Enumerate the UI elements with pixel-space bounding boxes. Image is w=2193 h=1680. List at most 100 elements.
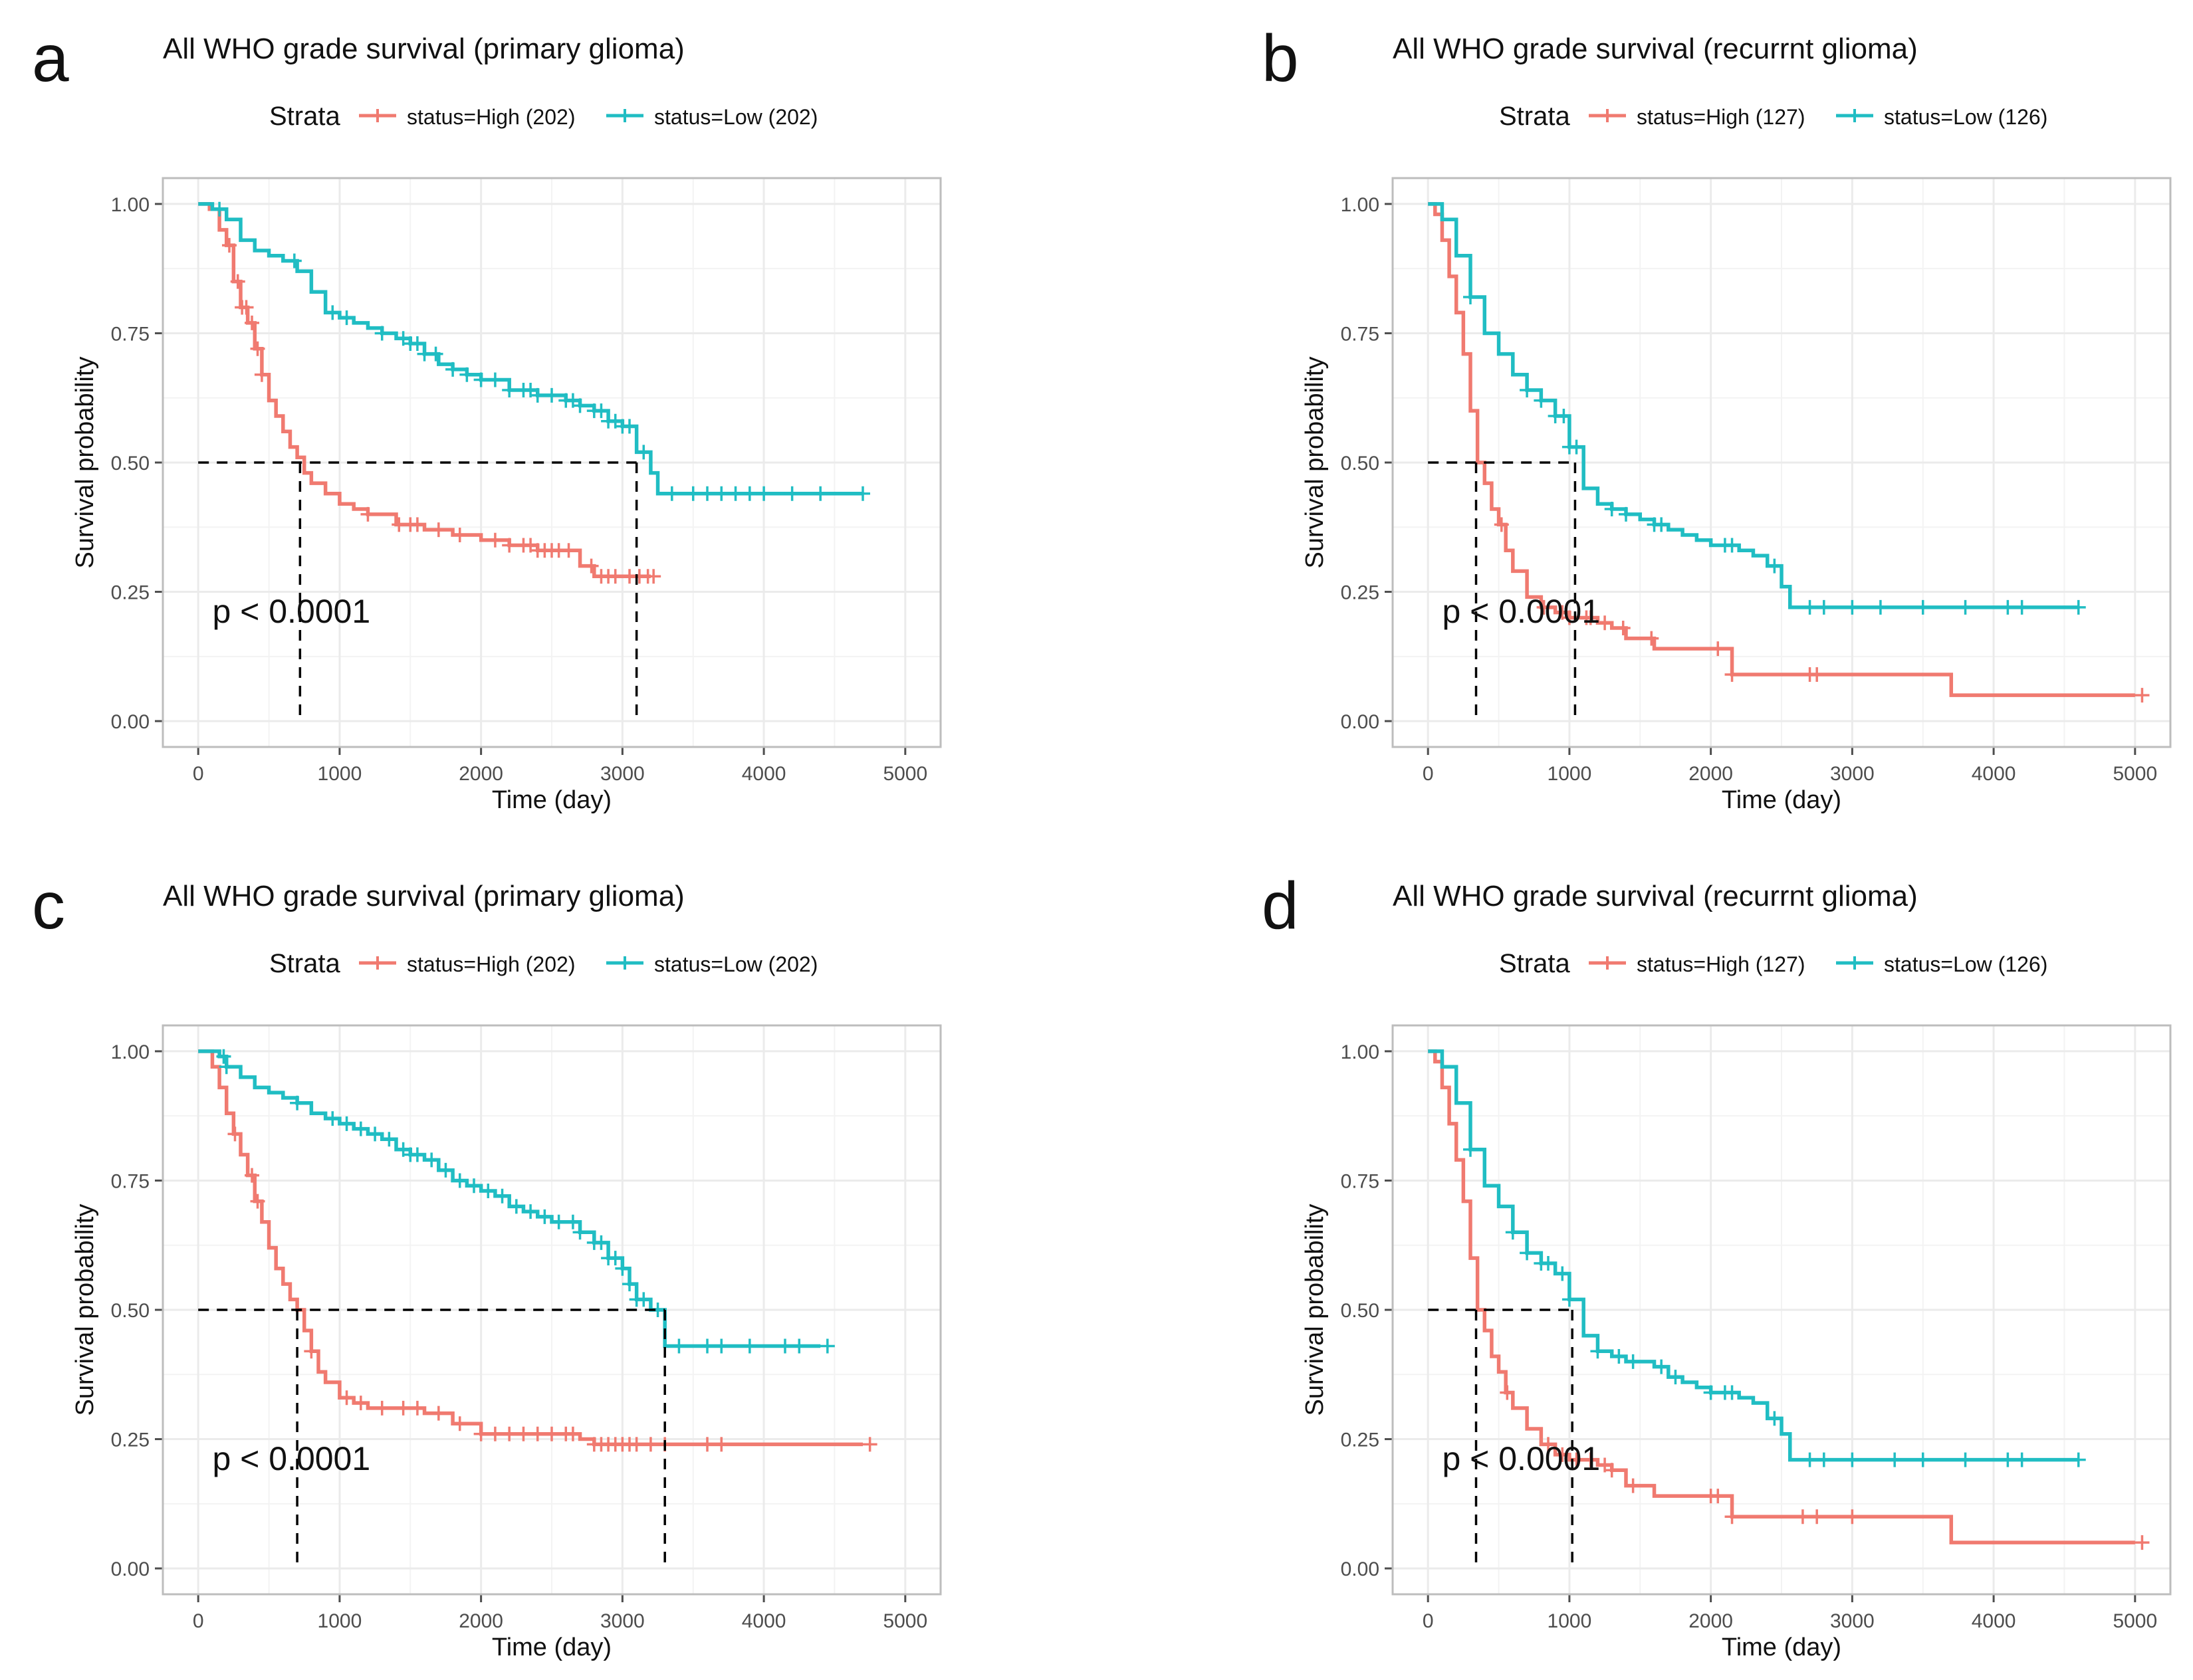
x-tick-label: 5000 <box>883 763 927 785</box>
legend-title: Strata <box>269 949 340 978</box>
x-tick-label: 0 <box>1423 763 1434 785</box>
censor-mark <box>1555 1447 1570 1462</box>
panel-letter: a <box>32 21 69 96</box>
censor-mark <box>473 1426 489 1441</box>
legend-label-high: status=High (202) <box>407 952 575 976</box>
censor-mark <box>1724 538 1740 553</box>
censor-mark <box>459 367 475 382</box>
censor-mark <box>1915 1452 1930 1467</box>
p-value: p < 0.0001 <box>212 1440 370 1477</box>
median-lines <box>1428 461 1577 722</box>
legend-label-high: status=High (127) <box>1637 105 1805 129</box>
censor-mark <box>1887 1452 1903 1467</box>
y-axis-label: Survival probability <box>1301 357 1329 569</box>
censor-mark <box>1845 599 1860 615</box>
y-tick-label: 0.00 <box>1341 1558 1379 1580</box>
x-tick-label: 3000 <box>600 1610 645 1632</box>
axes: 0 1000 2000 3000 4000 5000 0.00 0.25 0.50 0.75 1.0… <box>71 1041 927 1661</box>
axes: 0 1000 2000 3000 4000 5000 0.00 0.25 0.50 0.75 1.0… <box>1301 1041 2157 1661</box>
censor-mark <box>1873 599 1888 615</box>
censor-mark <box>374 1400 390 1416</box>
censor-mark <box>1802 599 1817 615</box>
legend: Strata status=High (127) status=Low (126) <box>1499 949 2047 978</box>
censor-mark <box>409 336 425 352</box>
legend-label-high: status=High (202) <box>407 105 575 129</box>
censor-mark <box>325 305 340 320</box>
censor-mark <box>396 1400 411 1416</box>
censor-mark <box>304 1344 319 1359</box>
survival-curve-high <box>1428 202 2135 697</box>
censor-mark <box>792 1338 807 1354</box>
censor-mark <box>1809 1509 1825 1524</box>
plot-border <box>1391 177 2172 748</box>
censor-mark <box>2135 1535 2150 1550</box>
legend-label-low: status=Low (126) <box>1884 952 2047 976</box>
censor-mark <box>1604 502 1619 517</box>
y-tick-label: 0.00 <box>111 1558 150 1580</box>
series-low <box>198 201 870 501</box>
censor-mark <box>1597 615 1613 631</box>
censor-mark <box>1625 1478 1641 1493</box>
x-tick-label: 0 <box>193 1610 204 1632</box>
x-tick-label: 4000 <box>1972 763 2016 785</box>
y-tick-label: 0.75 <box>1341 323 1379 345</box>
p-value: p < 0.0001 <box>1442 593 1600 630</box>
censor-mark <box>2000 1452 2016 1467</box>
censor-mark <box>742 486 757 501</box>
censor-mark <box>487 532 503 548</box>
censor-mark <box>1555 1266 1570 1281</box>
censor-mark <box>487 372 503 387</box>
censor-mark <box>1494 517 1509 532</box>
legend-title: Strata <box>269 102 340 131</box>
censor-mark <box>1845 1452 1860 1467</box>
censor-mark <box>646 569 661 584</box>
censor-mark <box>219 1059 234 1075</box>
censor-mark <box>1710 641 1726 657</box>
y-axis-label: Survival probability <box>71 1204 99 1416</box>
censor-mark <box>671 1338 687 1354</box>
x-tick-label: 2000 <box>459 763 503 785</box>
censor-mark <box>254 367 269 382</box>
x-tick-label: 3000 <box>1830 763 1875 785</box>
censor-mark <box>452 1173 467 1188</box>
censor-mark <box>523 1204 538 1219</box>
censor-mark <box>1463 289 1478 304</box>
censor-mark <box>572 398 588 413</box>
censor-mark <box>608 1251 623 1266</box>
censor-mark <box>615 1261 630 1276</box>
censor-mark <box>445 362 461 377</box>
x-axis-label: Time (day) <box>1722 786 1841 814</box>
x-axis-label: Time (day) <box>492 786 612 814</box>
x-tick-label: 0 <box>193 763 204 785</box>
censor-mark <box>1534 393 1549 408</box>
censor-mark <box>700 486 715 501</box>
y-tick-label: 0.00 <box>1341 711 1379 733</box>
censor-mark <box>487 1426 503 1441</box>
censor-mark <box>1541 1255 1556 1271</box>
censor-mark <box>339 1390 354 1406</box>
censor-mark <box>629 1437 644 1452</box>
censor-mark <box>856 486 870 501</box>
censor-mark <box>742 1338 757 1354</box>
censor-mark <box>1505 1225 1520 1240</box>
censor-mark <box>368 1126 383 1142</box>
censor-mark <box>452 1416 467 1431</box>
x-tick-label: 2000 <box>1688 763 1733 785</box>
y-tick-label: 0.75 <box>1341 1170 1379 1192</box>
censor-mark <box>290 1095 305 1110</box>
censor-mark <box>544 1426 559 1441</box>
y-tick-label: 0.25 <box>111 1429 150 1451</box>
median-lines <box>1428 1309 1573 1569</box>
y-tick-label: 0.00 <box>111 711 150 733</box>
legend: Strata status=High (202) status=Low (202) <box>269 102 818 131</box>
censor-mark <box>250 341 265 356</box>
censor-mark <box>239 300 254 315</box>
series-low <box>198 1049 835 1354</box>
x-tick-label: 1000 <box>1548 763 1592 785</box>
y-tick-label: 0.25 <box>1341 582 1379 604</box>
panel-letter: b <box>1262 21 1299 96</box>
censor-mark <box>1625 1354 1641 1369</box>
censor-mark <box>700 1437 715 1452</box>
censor-mark <box>353 1121 368 1136</box>
